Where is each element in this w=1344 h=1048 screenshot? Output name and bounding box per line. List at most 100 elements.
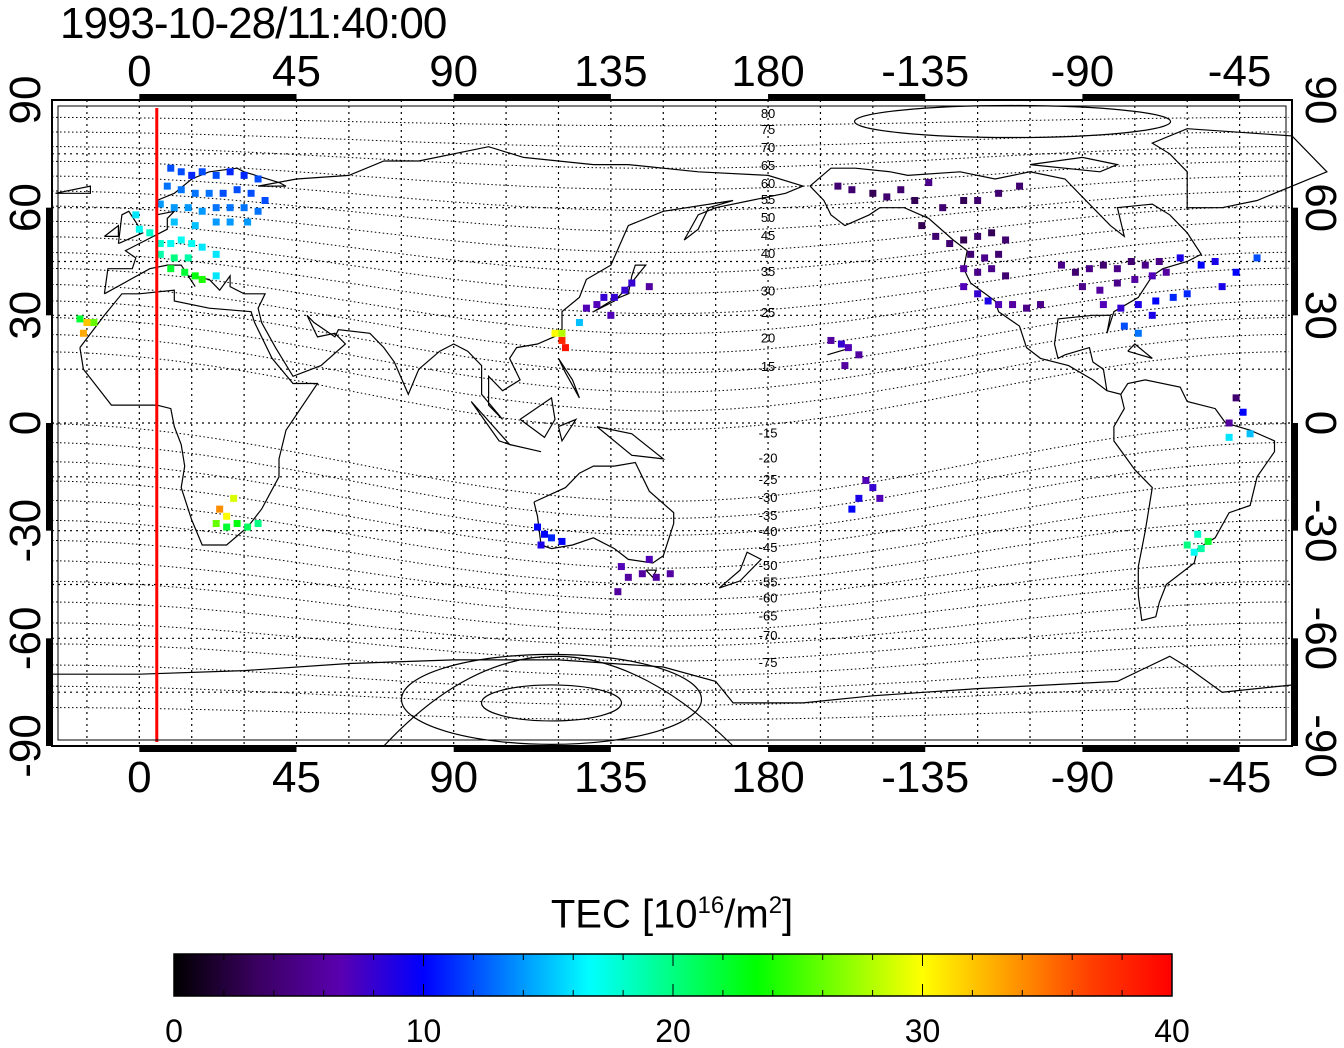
tec-point: [1120, 322, 1128, 330]
tec-point: [593, 301, 601, 309]
tec-point: [244, 523, 252, 531]
tec-point: [844, 344, 852, 352]
tec-point: [198, 207, 206, 215]
tec-point: [1057, 261, 1065, 269]
tec-point: [1148, 272, 1156, 280]
south-pole-contour: [400, 653, 703, 745]
contour-line: [51, 317, 1289, 393]
contour-label: -75: [759, 655, 778, 670]
tec-point: [1134, 329, 1142, 337]
contour-line: [51, 283, 1289, 354]
tec-point: [974, 290, 982, 298]
frame-segment: [1292, 423, 1298, 531]
bottom-lon-label: 90: [429, 753, 478, 802]
right-lat-label: 60: [1296, 183, 1344, 232]
tec-point: [156, 200, 164, 208]
tec-point: [614, 588, 622, 596]
tec-point: [1099, 301, 1107, 309]
contour-label: -25: [759, 472, 778, 487]
tec-point: [666, 570, 674, 578]
contour-line: [51, 643, 1289, 677]
tec-point: [90, 319, 98, 327]
tec-point: [883, 193, 891, 201]
right-lat-label: -90: [1296, 714, 1344, 778]
tec-point: [135, 225, 143, 233]
coastline-path: [557, 418, 578, 443]
coastline-path: [557, 358, 580, 399]
tec-point: [191, 189, 199, 197]
contour-line: [51, 423, 1289, 502]
tec-point: [995, 189, 1003, 197]
bottom-lon-label: 180: [731, 753, 804, 802]
tec-point: [621, 286, 629, 294]
tec-colorbar: 0 10 20 30 40: [165, 953, 1190, 1048]
tec-point: [995, 301, 1003, 309]
tec-point: [1162, 268, 1170, 276]
tec-point: [170, 204, 178, 212]
tec-point: [184, 254, 192, 262]
tec-point: [558, 336, 566, 344]
left-lat-label: 90: [1, 76, 50, 125]
tec-point: [537, 541, 545, 549]
tec-point: [911, 196, 919, 204]
tec-point: [551, 329, 559, 337]
frame-segment: [46, 423, 52, 531]
coastline-path: [596, 426, 666, 460]
tec-point: [212, 204, 220, 212]
tec-point: [855, 494, 863, 502]
colorbar-tick-label: 30: [905, 1013, 941, 1048]
tec-point: [167, 240, 175, 248]
tec-point: [240, 171, 248, 179]
tec-point: [191, 222, 199, 230]
tec-point: [223, 512, 231, 520]
tec-point: [226, 218, 234, 226]
tec-point: [167, 164, 175, 172]
tec-point: [617, 563, 625, 571]
top-lon-label: -90: [1051, 47, 1115, 96]
contour-line: [51, 351, 1289, 431]
tec-point: [974, 268, 982, 276]
tec-point: [1253, 254, 1261, 262]
tec-point: [1085, 265, 1093, 273]
top-lon-label: 0: [127, 47, 151, 96]
contour-label: -55: [759, 574, 778, 589]
frame-segment: [1292, 638, 1298, 746]
tec-point: [638, 570, 646, 578]
coastline-path: [79, 289, 319, 546]
tec-point: [837, 340, 845, 348]
tec-point: [1078, 283, 1086, 291]
contour-line: [51, 236, 1289, 294]
tec-point: [1239, 408, 1247, 416]
colorbar-tick-label: 0: [165, 1013, 183, 1048]
contour-label: 75: [761, 122, 775, 137]
tec-point: [233, 186, 241, 194]
tec-point: [939, 204, 947, 212]
tec-point: [988, 229, 996, 237]
tec-point: [981, 254, 989, 262]
tec-point: [1113, 265, 1121, 273]
tec-point: [254, 519, 262, 527]
tec-point: [233, 519, 241, 527]
coastline-path: [1029, 156, 1120, 173]
tec-point: [558, 537, 566, 545]
tec-point: [1131, 275, 1139, 283]
tec-point: [212, 250, 220, 258]
contour-line: [51, 220, 1289, 274]
tec-point: [1232, 394, 1240, 402]
tec-point: [1190, 548, 1198, 556]
timestamp-title: 1993-10-28/11:40:00: [60, 0, 447, 48]
left-lat-label: 30: [1, 291, 50, 340]
tec-point: [876, 494, 884, 502]
tec-point: [848, 186, 856, 194]
coastline-path: [519, 396, 556, 439]
tec-point: [1148, 311, 1156, 319]
tec-point: [1225, 419, 1233, 427]
tec-point: [984, 297, 992, 305]
tec-point: [1117, 304, 1125, 312]
tec-point: [212, 218, 220, 226]
tec-point: [261, 196, 269, 204]
tec-point: [1197, 545, 1205, 553]
contour-label: -70: [759, 628, 778, 643]
contour-line: [51, 685, 1289, 706]
contour-label: 55: [761, 192, 775, 207]
